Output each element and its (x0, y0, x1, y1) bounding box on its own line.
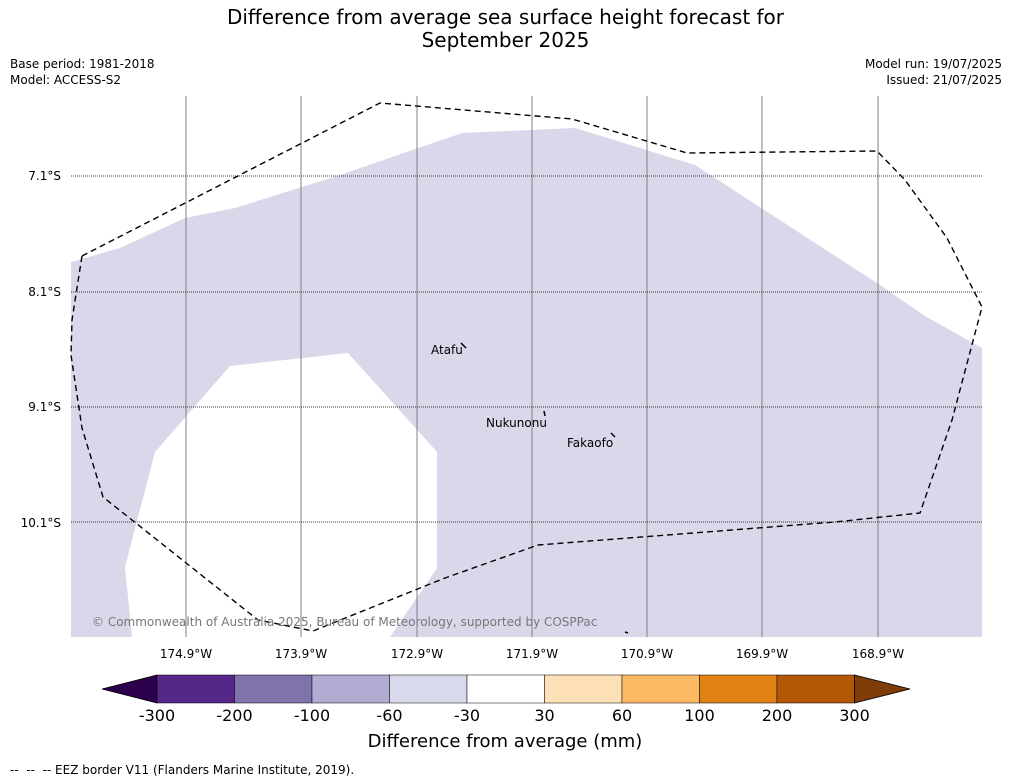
map-figure: Atafu Nukunonu Fakaofo © Commonwealth of… (21, 96, 983, 752)
colorbar-cell (699, 674, 778, 704)
longitude-label: 173.9°W (275, 647, 327, 661)
colorbar-cell (156, 674, 235, 704)
colorbar-cells (101, 674, 911, 704)
map-panel: Atafu Nukunonu Fakaofo © Commonwealth of… (70, 96, 983, 637)
colorbar-tick-label: -60 (376, 706, 402, 725)
colorbar-cell (776, 674, 855, 704)
longitude-label: 172.9°W (391, 647, 443, 661)
place-label-nukunonu: Nukunonu (486, 416, 547, 430)
model-run-text: Model run: 19/07/2025 (864, 57, 1002, 71)
longitude-labels: 174.9°W 173.9°W 172.9°W 171.9°W 170.9°W … (160, 647, 904, 661)
colorbar-tick-label: -300 (139, 706, 175, 725)
small-island-mark (624, 631, 629, 634)
colorbar-tick-label: 60 (612, 706, 632, 725)
fakaofo-island-mark (610, 432, 616, 438)
colorbar-cell (544, 674, 623, 704)
colorbar-tick-label: 200 (762, 706, 793, 725)
anomaly-shaded-region (71, 128, 982, 637)
latitude-label: 9.1°S (28, 400, 61, 414)
latitude-label: 7.1°S (28, 169, 61, 183)
meta-right: Model run: 19/07/2025 Issued: 21/07/2025 (865, 56, 1002, 88)
colorbar-tick-label: -200 (216, 706, 252, 725)
place-label-fakaofo: Fakaofo (567, 436, 613, 450)
eez-border-legend: -- -- -- EEZ border V11 (Flanders Marine… (10, 763, 355, 777)
colorbar-extend-high (854, 674, 911, 704)
colorbar-tick-label: -30 (454, 706, 480, 725)
copyright-notice: © Commonwealth of Australia 2025, Bureau… (92, 615, 597, 629)
colorbar-extend-low (101, 674, 158, 704)
colorbar-tick-label: 300 (839, 706, 870, 725)
nukunonu-island-mark (543, 410, 546, 417)
colorbar-label: Difference from average (mm) (368, 731, 643, 752)
longitude-label: 170.9°W (621, 647, 673, 661)
meta-left: Base period: 1981-2018 Model: ACCESS-S2 (10, 56, 155, 88)
eez-border (70, 102, 983, 632)
map-title: Difference from average sea surface heig… (0, 6, 1011, 52)
issued-text: Issued: 21/07/2025 (886, 73, 1002, 87)
longitude-label: 169.9°W (736, 647, 788, 661)
colorbar-cell (466, 674, 545, 704)
longitude-label: 174.9°W (160, 647, 212, 661)
colorbar-tick-label: 30 (534, 706, 554, 725)
colorbar-cell (389, 674, 468, 704)
colorbar-cell (621, 674, 700, 704)
latitude-labels: 7.1°S 8.1°S 9.1°S 10.1°S (21, 169, 61, 530)
longitude-label: 168.9°W (852, 647, 904, 661)
colorbar-cell (311, 674, 390, 704)
colorbar-cell (234, 674, 313, 704)
map-title-line-2: September 2025 (421, 28, 590, 52)
colorbar-tick-labels: -300 -200 -100 -60 -30 30 60 100 200 300 (139, 706, 870, 725)
atafu-island-mark (460, 342, 467, 349)
place-label-atafu: Atafu (431, 343, 463, 357)
colorbar: -300 -200 -100 -60 -30 30 60 100 200 300 Differen… (101, 674, 911, 752)
colorbar-tick-label: 100 (684, 706, 715, 725)
longitude-label: 171.9°W (506, 647, 558, 661)
map-title-line-1: Difference from average sea surface heig… (226, 5, 785, 29)
latitude-label: 10.1°S (21, 516, 61, 530)
colorbar-tick-label: -100 (294, 706, 330, 725)
latitude-label: 8.1°S (28, 285, 61, 299)
base-period-text: Base period: 1981-2018 (10, 57, 155, 71)
model-text: Model: ACCESS-S2 (10, 73, 122, 87)
